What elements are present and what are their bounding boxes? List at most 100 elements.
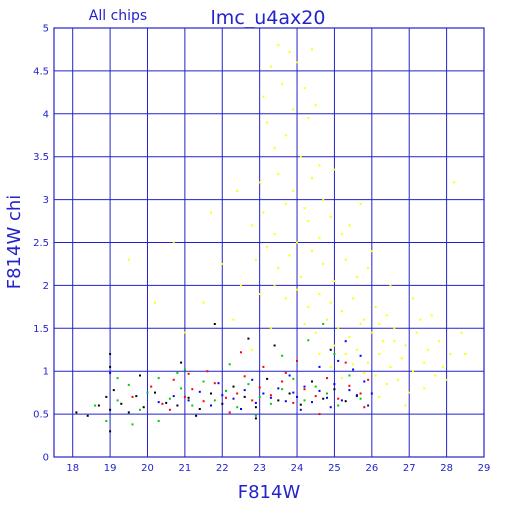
scatter-point	[232, 318, 235, 321]
scatter-point	[329, 301, 332, 304]
scatter-point	[374, 374, 377, 377]
x-tick-label: 28	[440, 463, 453, 474]
scatter-point	[445, 378, 448, 381]
scatter-point	[296, 395, 298, 398]
scatter-point	[311, 48, 313, 51]
scatter-point	[337, 404, 340, 407]
scatter-point	[273, 284, 276, 287]
scatter-point	[262, 211, 265, 214]
scatter-point	[116, 399, 119, 402]
scatter-point	[221, 394, 224, 397]
scatter-point	[120, 402, 123, 405]
scatter-point	[378, 323, 381, 325]
scatter-point	[75, 411, 78, 414]
scatter-point	[109, 353, 112, 355]
data-points	[75, 44, 467, 433]
scatter-point	[344, 361, 347, 364]
scatter-point	[269, 396, 272, 399]
scatter-point	[217, 382, 220, 385]
y-tick-label: 2	[43, 281, 49, 292]
scatter-point	[326, 392, 328, 395]
scatter-point	[262, 365, 265, 368]
x-tick-label: 19	[104, 463, 117, 474]
scatter-point	[258, 395, 261, 398]
y-axis-label: F814W chi	[4, 195, 25, 290]
scatter-point	[180, 387, 183, 390]
scatter-point	[292, 377, 295, 380]
scatter-point	[258, 181, 261, 184]
scatter-point	[187, 399, 190, 402]
scatter-point	[273, 344, 276, 347]
scatter-point	[340, 399, 343, 402]
scatter-point	[146, 391, 149, 394]
scatter-point	[344, 258, 347, 261]
scatter-point	[183, 395, 186, 398]
scatter-point	[254, 414, 257, 417]
scatter-point	[348, 389, 351, 392]
scatter-point	[269, 402, 272, 405]
scatter-point	[359, 392, 362, 395]
scatter-point	[273, 147, 276, 150]
scatter-point	[228, 363, 231, 366]
scatter-point	[269, 394, 272, 397]
scatter-point	[213, 399, 216, 402]
scatter-point	[322, 262, 325, 265]
scatter-point	[277, 387, 280, 390]
scatter-point	[419, 318, 422, 321]
scatter-point	[296, 61, 298, 64]
scatter-series	[109, 340, 373, 411]
scatter-point	[400, 357, 403, 360]
scatter-series	[127, 44, 467, 407]
scatter-point	[187, 396, 190, 399]
scatter-point	[412, 297, 414, 300]
scatter-point	[434, 374, 437, 377]
scatter-point	[254, 406, 257, 409]
scatter-point	[340, 310, 343, 313]
scatter-point	[393, 340, 396, 343]
scatter-point	[322, 323, 325, 325]
scatter-point	[202, 380, 205, 383]
scatter-point	[430, 314, 433, 317]
scatter-point	[303, 399, 306, 402]
scatter-point	[195, 414, 198, 417]
scatter-point	[288, 374, 291, 377]
scatter-point	[183, 368, 186, 371]
y-tick-label: 5	[43, 24, 49, 35]
scatter-point	[464, 353, 467, 355]
scatter-point	[344, 353, 347, 355]
scatter-point	[198, 390, 201, 393]
x-tick-label: 21	[179, 463, 192, 474]
scatter-point	[322, 198, 325, 201]
scatter-point	[359, 202, 362, 205]
scatter-point	[112, 389, 115, 392]
scatter-point	[318, 164, 321, 167]
scatter-point	[389, 365, 392, 368]
scatter-point	[210, 404, 212, 407]
y-tick-label: 4	[43, 109, 49, 120]
scatter-point	[299, 403, 302, 406]
scatter-point	[363, 380, 366, 383]
tick-labels: 18 19 20 21 22 23 24 25 26 27 28 29 0 0.5 1 1.5 2 2.5 3 3.5…	[33, 24, 490, 475]
scatter-point	[180, 361, 183, 364]
scatter-point	[453, 181, 456, 184]
x-tick-label: 23	[253, 463, 266, 474]
scatter-point	[314, 104, 317, 107]
scatter-point	[243, 395, 246, 398]
scatter-point	[172, 378, 175, 381]
scatter-point	[329, 348, 332, 351]
scatter-point	[314, 395, 317, 398]
scatter-point	[408, 391, 411, 394]
scatter-point	[318, 237, 321, 240]
scatter-point	[367, 267, 370, 270]
y-tick-label: 0	[43, 453, 49, 464]
scatter-point	[105, 395, 108, 398]
scatter-point	[135, 395, 138, 398]
scatter-point	[284, 297, 287, 300]
scatter-point	[269, 65, 272, 68]
scatter-point	[210, 392, 212, 395]
scatter-point	[269, 327, 272, 330]
scatter-point	[292, 401, 295, 404]
scatter-point	[243, 375, 246, 378]
scatter-point	[352, 297, 355, 300]
x-tick-label: 24	[291, 463, 304, 474]
